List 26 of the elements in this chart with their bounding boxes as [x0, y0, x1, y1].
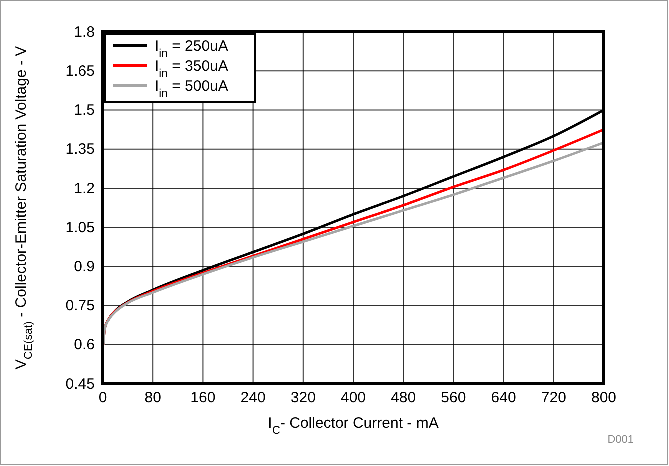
y-tick-label: 0.45 — [66, 376, 95, 393]
x-tick-label: 160 — [190, 390, 216, 407]
x-tick-label: 240 — [240, 390, 266, 407]
text: D001 — [608, 434, 634, 446]
x-tick-label: 560 — [441, 390, 466, 407]
x-tick-label: 400 — [340, 390, 366, 407]
legend-label: I$_{in}$ = 350uA — [155, 58, 228, 80]
y-tick-label: 1.2 — [74, 180, 95, 198]
x-axis-title: I$_{C}$- Collector Current - mA — [268, 415, 439, 437]
y-tick-label: 0.6 — [74, 336, 95, 354]
legend-label: I$_{in}$ = 500uA — [155, 78, 228, 100]
x-tick-label: 80 — [144, 390, 162, 407]
x-tick-label: 0 — [98, 390, 108, 407]
y-tick-label: 1.5 — [74, 102, 95, 120]
y-tick-label: 1.35 — [66, 141, 95, 158]
y-tick-label: 1.8 — [74, 24, 95, 41]
x-tick-label: 640 — [491, 390, 516, 407]
x-tick-label: 480 — [391, 390, 416, 407]
x-tick-label: 720 — [541, 390, 566, 407]
x-tick-label: 320 — [290, 390, 316, 407]
y-tick-label: 0.75 — [66, 298, 95, 315]
y-tick-label: 1.05 — [66, 219, 95, 236]
x-tick-label: 800 — [591, 390, 617, 407]
y-tick-label: 1.65 — [66, 62, 95, 80]
y-tick-label: 0.9 — [74, 258, 95, 276]
legend-label: I$_{in}$ = 250uA — [155, 38, 228, 60]
